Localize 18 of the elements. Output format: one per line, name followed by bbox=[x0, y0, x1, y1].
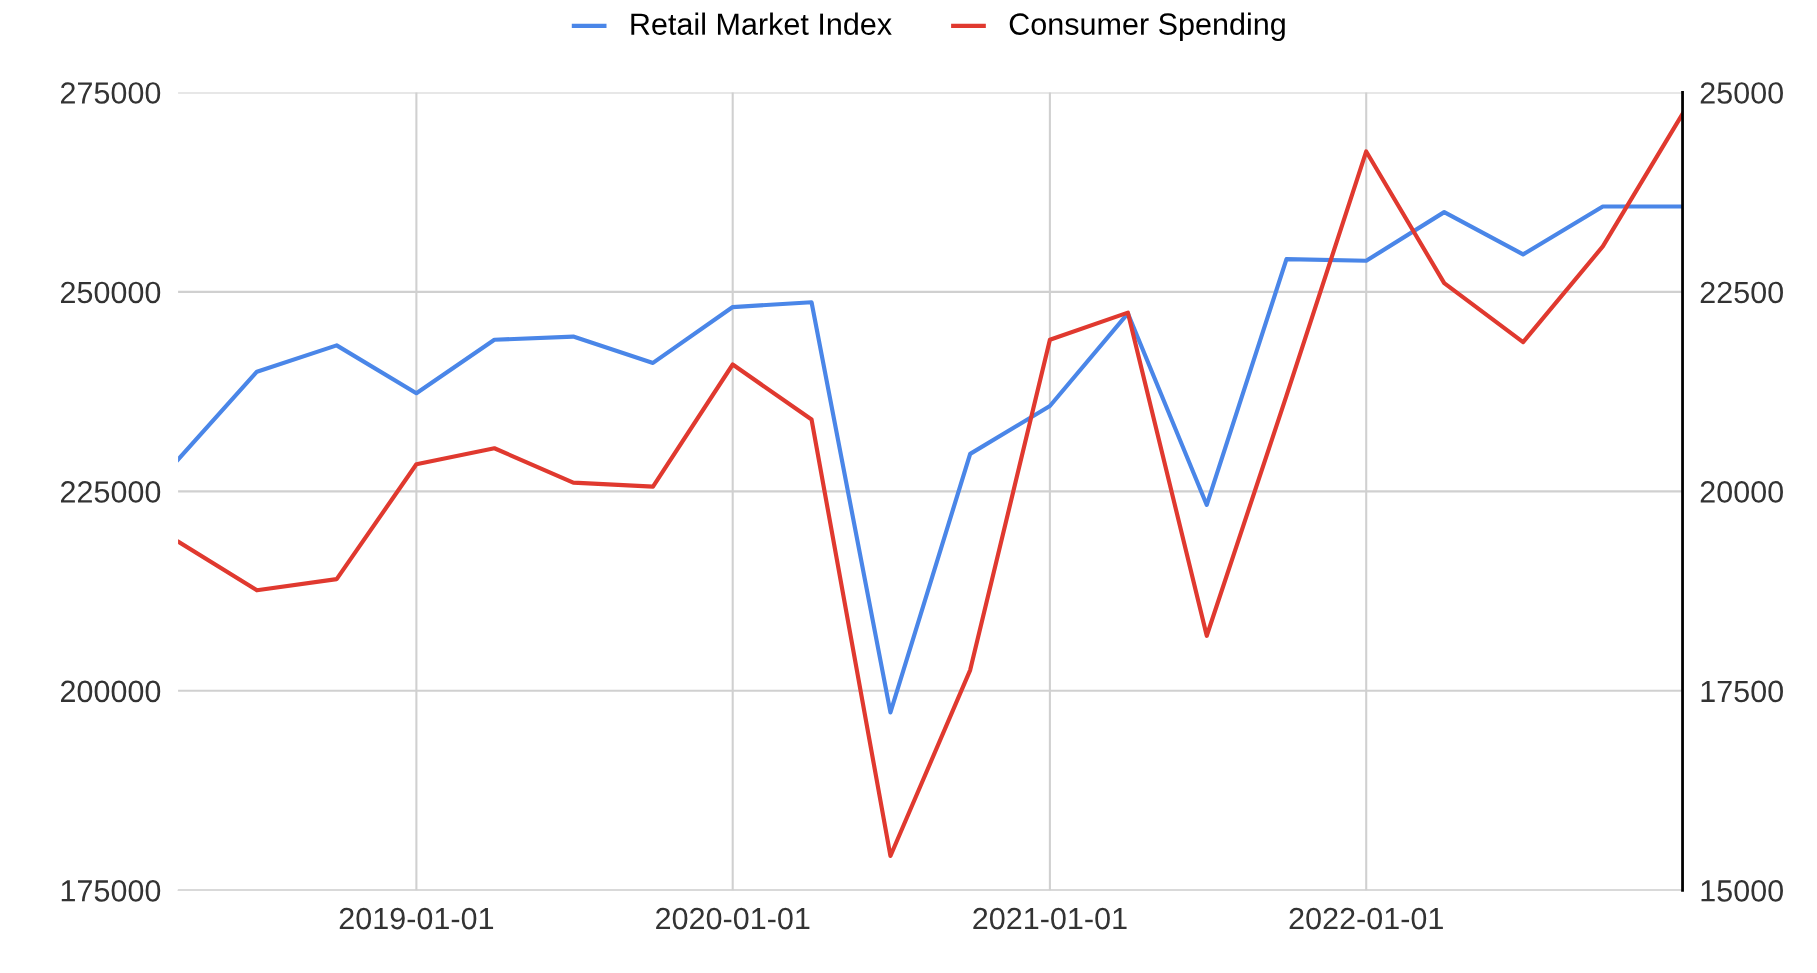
y-tick-label: 175000 bbox=[61, 880, 161, 902]
y2-tick-label: 20000 bbox=[1700, 481, 1783, 503]
y2-tick-label: 25000 bbox=[1700, 82, 1783, 104]
y2-tick-label: 17500 bbox=[1701, 680, 1783, 703]
legend-label: Retail Market Index bbox=[631, 12, 892, 35]
y-tick-label: 200000 bbox=[60, 680, 161, 703]
y2-tick-label: 15000 bbox=[1701, 880, 1783, 902]
y-tick-label: 225000 bbox=[60, 481, 161, 503]
legend-label: Consumer Spending bbox=[1009, 12, 1285, 41]
x-tick-label: 2021-01-01 bbox=[973, 907, 1127, 930]
line-series bbox=[178, 111, 1683, 859]
y2-tick-label: 22500 bbox=[1700, 281, 1783, 304]
y-tick-label: 275000 bbox=[60, 82, 161, 104]
x-tick-label: 2019-01-01 bbox=[339, 907, 494, 930]
x-tick-label: 2020-01-01 bbox=[656, 907, 810, 930]
line-series bbox=[178, 204, 1683, 715]
x-tick-label: 2022-01-01 bbox=[1289, 907, 1443, 930]
y-tick-label: 250000 bbox=[60, 281, 161, 304]
